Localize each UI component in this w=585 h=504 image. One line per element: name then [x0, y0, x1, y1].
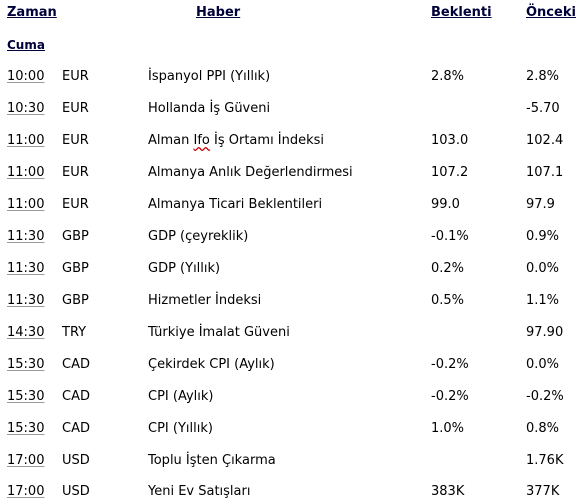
table-row: 11:30 GBP Hizmetler İndeksi 0.5% 1.1%: [0, 291, 585, 311]
table-row: 11:30 GBP GDP (çeyreklik) -0.1% 0.9%: [0, 227, 585, 247]
row-news: GDP (çeyreklik): [148, 229, 249, 244]
table-row: 14:30 TRY Türkiye İmalat Güveni 97.90: [0, 323, 585, 343]
row-news: Almanya Anlık Değerlendirmesi: [148, 165, 353, 180]
row-news: Çekirdek CPI (Aylık): [148, 357, 275, 372]
row-news: Toplu İşten Çıkarma: [148, 453, 276, 468]
row-news: Alman Ifo İş Ortamı İndeksi: [148, 131, 324, 151]
row-previous: 0.8%: [526, 421, 560, 436]
row-previous: 107.1: [526, 165, 564, 180]
row-time: 11:30: [7, 293, 45, 308]
row-currency: EUR: [62, 101, 89, 116]
row-currency: TRY: [62, 325, 87, 340]
table-row: 11:00 EUR Almanya Ticari Beklentileri 99…: [0, 195, 585, 215]
header-news: Haber: [196, 5, 241, 20]
row-currency: GBP: [62, 229, 89, 244]
row-expected: 99.0: [431, 197, 460, 212]
row-news: Hizmetler İndeksi: [148, 293, 262, 308]
row-news-part: İş Ortamı İndeksi: [209, 133, 325, 148]
table-row: 11:00 EUR Alman Ifo İş Ortamı İndeksi 10…: [0, 131, 585, 151]
row-expected: 2.8%: [431, 69, 465, 84]
row-time: 11:00: [7, 165, 45, 180]
row-currency: GBP: [62, 261, 89, 276]
row-news: Yeni Ev Satışları: [148, 484, 251, 499]
row-currency: CAD: [62, 357, 90, 372]
row-time: 17:00: [7, 484, 45, 499]
row-time: 11:00: [7, 197, 45, 212]
row-expected: -0.2%: [431, 357, 469, 372]
table-row: 10:00 EUR İspanyol PPI (Yıllık) 2.8% 2.8…: [0, 67, 585, 87]
row-expected: 0.5%: [431, 293, 465, 308]
row-previous: -5.70: [526, 101, 560, 116]
row-time: 11:30: [7, 229, 45, 244]
header-previous: Önceki: [526, 5, 576, 20]
table-row: 11:30 GBP GDP (Yıllık) 0.2% 0.0%: [0, 259, 585, 279]
row-time: 15:30: [7, 389, 45, 404]
row-news: CPI (Yıllık): [148, 421, 213, 436]
row-expected: 0.2%: [431, 261, 465, 276]
table-row: 17:00 USD Toplu İşten Çıkarma 1.76K: [0, 451, 585, 471]
row-previous: 1.76K: [526, 453, 564, 468]
row-expected: -0.2%: [431, 389, 469, 404]
row-currency: EUR: [62, 69, 89, 84]
row-time: 11:00: [7, 133, 45, 148]
row-news: CPI (Aylık): [148, 389, 214, 404]
row-previous: 97.90: [526, 325, 564, 340]
row-currency: EUR: [62, 197, 89, 212]
row-time: 10:00: [7, 69, 45, 84]
row-currency: CAD: [62, 421, 90, 436]
spellcheck-word: Ifo: [193, 133, 210, 148]
row-news: Türkiye İmalat Güveni: [148, 325, 290, 340]
row-expected: 1.0%: [431, 421, 465, 436]
row-previous: 0.0%: [526, 357, 560, 372]
table-row: 15:30 CAD CPI (Aylık) -0.2% -0.2%: [0, 387, 585, 407]
row-time: 11:30: [7, 261, 45, 276]
row-previous: 0.9%: [526, 229, 560, 244]
row-news: GDP (Yıllık): [148, 261, 221, 276]
row-time: 10:30: [7, 101, 45, 116]
row-news: Almanya Ticari Beklentileri: [148, 197, 323, 212]
header-time: Zaman: [7, 5, 57, 20]
row-expected: 107.2: [431, 165, 469, 180]
row-currency: GBP: [62, 293, 89, 308]
row-time: 17:00: [7, 453, 45, 468]
row-expected: 383K: [431, 484, 465, 499]
row-currency: EUR: [62, 133, 89, 148]
table-row: 15:30 CAD Çekirdek CPI (Aylık) -0.2% 0.0…: [0, 355, 585, 375]
row-previous: 1.1%: [526, 293, 560, 308]
day-label: Cuma: [7, 38, 45, 52]
row-expected: -0.1%: [431, 229, 469, 244]
row-previous: -0.2%: [526, 389, 564, 404]
row-previous: 97.9: [526, 197, 555, 212]
table-row: 11:00 EUR Almanya Anlık Değerlendirmesi …: [0, 163, 585, 183]
row-news-part: Alman: [148, 133, 194, 148]
row-expected: 103.0: [431, 133, 469, 148]
row-previous: 0.0%: [526, 261, 560, 276]
row-currency: CAD: [62, 389, 90, 404]
row-currency: USD: [62, 453, 90, 468]
row-news: İspanyol PPI (Yıllık): [148, 69, 271, 84]
row-time: 15:30: [7, 421, 45, 436]
table-row: 15:30 CAD CPI (Yıllık) 1.0% 0.8%: [0, 419, 585, 439]
row-currency: EUR: [62, 165, 89, 180]
row-time: 15:30: [7, 357, 45, 372]
table-row: 10:30 EUR Hollanda İş Güveni -5.70: [0, 99, 585, 119]
row-previous: 102.4: [526, 133, 564, 148]
row-currency: USD: [62, 484, 90, 499]
row-news: Hollanda İş Güveni: [148, 101, 271, 116]
table-row: 17:00 USD Yeni Ev Satışları 383K 377K: [0, 482, 585, 502]
row-time: 14:30: [7, 325, 45, 340]
row-previous: 377K: [526, 484, 560, 499]
header-expected: Beklenti: [431, 5, 492, 20]
row-previous: 2.8%: [526, 69, 560, 84]
